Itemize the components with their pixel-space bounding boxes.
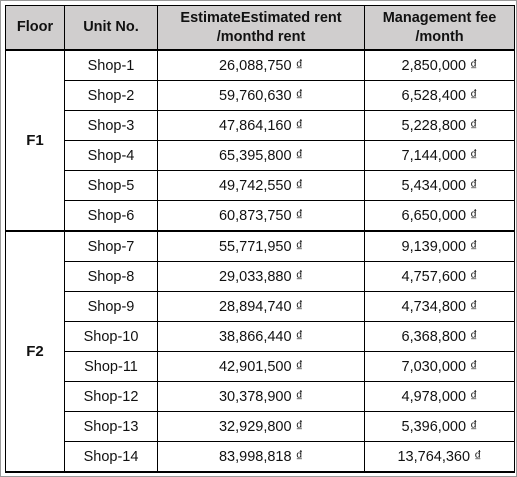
header-fee-line2: /month [415, 28, 464, 45]
fee-cell: 4,757,600 ₫ [364, 261, 515, 292]
rent-cell: 83,998,818 ₫ [157, 441, 365, 473]
rent-cell: 47,864,160 ₫ [157, 110, 365, 141]
fee-cell: 6,368,800 ₫ [364, 321, 515, 352]
table-row: Shop-8 29,033,880 ₫ 4,757,600 ₫ [6, 261, 515, 292]
unit-cell: Shop-14 [64, 441, 158, 473]
table-row: Shop-9 28,894,740 ₫ 4,734,800 ₫ [6, 291, 515, 322]
table-row: Shop-5 49,742,550 ₫ 5,434,000 ₫ [6, 170, 515, 201]
table-row: Shop-2 59,760,630 ₫ 6,528,400 ₫ [6, 80, 515, 111]
rent-cell: 65,395,800 ₫ [157, 140, 365, 171]
table-row: Shop-6 60,873,750 ₫ 6,650,000 ₫ [6, 200, 515, 232]
floor-cell: F2 [5, 230, 65, 473]
header-rent-line1: EstimateEstimated rent [180, 9, 342, 26]
fee-cell: 5,228,800 ₫ [364, 110, 515, 141]
rent-cell: 38,866,440 ₫ [157, 321, 365, 352]
table-row: Shop-13 32,929,800 ₫ 5,396,000 ₫ [6, 411, 515, 442]
rent-cell: 49,742,550 ₫ [157, 170, 365, 201]
unit-cell: Shop-2 [64, 80, 158, 111]
unit-cell: Shop-4 [64, 140, 158, 171]
fee-cell: 7,144,000 ₫ [364, 140, 515, 171]
rent-cell: 29,033,880 ₫ [157, 261, 365, 292]
fee-cell: 6,528,400 ₫ [364, 80, 515, 111]
rent-cell: 30,378,900 ₫ [157, 381, 365, 412]
header-rent-line2: /monthd rent [216, 28, 306, 45]
table-row: Shop-3 47,864,160 ₫ 5,228,800 ₫ [6, 110, 515, 141]
rent-cell: 28,894,740 ₫ [157, 291, 365, 322]
header-fee-line1: Management fee [382, 9, 497, 26]
unit-cell: Shop-5 [64, 170, 158, 201]
fee-cell: 4,734,800 ₫ [364, 291, 515, 322]
rent-cell: 59,760,630 ₫ [157, 80, 365, 111]
unit-cell: Shop-6 [64, 200, 158, 232]
fee-cell: 6,650,000 ₫ [364, 200, 515, 232]
header-unit: Unit No. [64, 5, 158, 51]
table-body: F1 Shop-1 26,088,750 ₫ 2,850,000 ₫ Shop-2 59,… [5, 49, 515, 473]
table-row: Shop-12 30,378,900 ₫ 4,978,000 ₫ [6, 381, 515, 412]
table-row: Shop-11 42,901,500 ₫ 7,030,000 ₫ [6, 351, 515, 382]
fee-cell: 13,764,360 ₫ [364, 441, 515, 473]
floor-cell: F1 [5, 49, 65, 232]
unit-cell: Shop-12 [64, 381, 158, 412]
rent-cell: 60,873,750 ₫ [157, 200, 365, 232]
unit-cell: Shop-7 [64, 230, 158, 262]
rent-table: Floor Unit No. EstimateEstimated rent /m… [5, 5, 515, 473]
fee-cell: 4,978,000 ₫ [364, 381, 515, 412]
rent-cell: 42,901,500 ₫ [157, 351, 365, 382]
fee-cell: 2,850,000 ₫ [364, 49, 515, 81]
rent-cell: 26,088,750 ₫ [157, 49, 365, 81]
table-row: F1 Shop-1 26,088,750 ₫ 2,850,000 ₫ [5, 49, 515, 232]
header-floor: Floor [5, 5, 65, 51]
unit-cell: Shop-9 [64, 291, 158, 322]
header-fee: Management fee /month [364, 5, 515, 51]
table-row: Shop-4 65,395,800 ₫ 7,144,000 ₫ [6, 140, 515, 171]
unit-cell: Shop-10 [64, 321, 158, 352]
unit-cell: Shop-11 [64, 351, 158, 382]
fee-cell: 5,396,000 ₫ [364, 411, 515, 442]
unit-cell: Shop-1 [64, 49, 158, 81]
header-rent: EstimateEstimated rent /monthd rent [157, 5, 365, 51]
rent-cell: 32,929,800 ₫ [157, 411, 365, 442]
unit-cell: Shop-3 [64, 110, 158, 141]
table-row: F2 Shop-7 55,771,950 ₫ 9,139,000 ₫ [5, 230, 515, 473]
unit-cell: Shop-8 [64, 261, 158, 292]
unit-cell: Shop-13 [64, 411, 158, 442]
header-row: Floor Unit No. EstimateEstimated rent /m… [5, 5, 515, 51]
fee-cell: 9,139,000 ₫ [364, 230, 515, 262]
table-row: Shop-10 38,866,440 ₫ 6,368,800 ₫ [6, 321, 515, 352]
table-row: Shop-14 83,998,818 ₫ 13,764,360 ₫ [6, 441, 515, 473]
rent-cell: 55,771,950 ₫ [157, 230, 365, 262]
fee-cell: 5,434,000 ₫ [364, 170, 515, 201]
fee-cell: 7,030,000 ₫ [364, 351, 515, 382]
